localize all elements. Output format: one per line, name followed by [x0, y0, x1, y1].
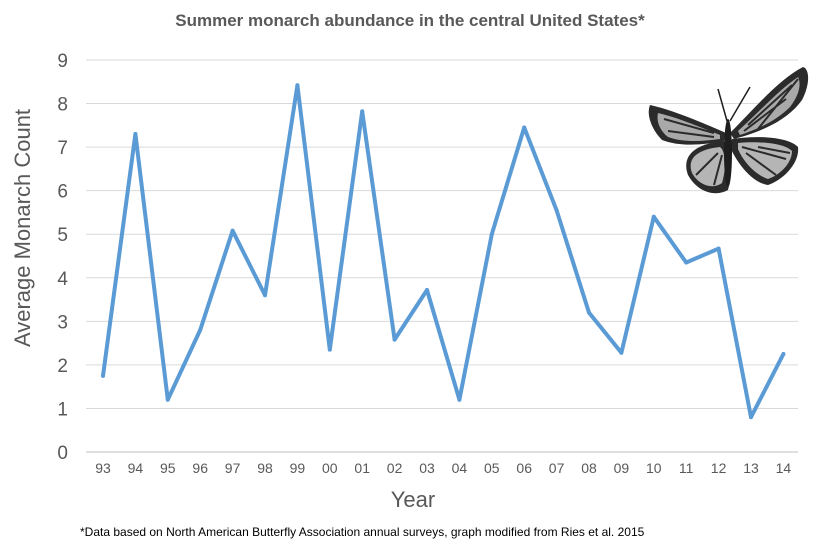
x-tick-label: 12	[711, 460, 727, 476]
y-axis-label: Average Monarch Count	[10, 109, 35, 347]
x-tick-label: 98	[257, 460, 273, 476]
data-point	[554, 208, 559, 213]
x-axis-label: Year	[391, 487, 435, 512]
data-point	[327, 347, 332, 352]
data-point	[489, 232, 494, 237]
x-tick-label: 97	[225, 460, 241, 476]
y-tick-label: 9	[57, 51, 68, 72]
data-point	[263, 293, 267, 298]
x-tick-label: 09	[614, 460, 630, 476]
data-point	[425, 287, 429, 292]
x-tick-label: 03	[419, 460, 435, 476]
y-tick-label: 8	[57, 95, 68, 116]
y-tick-label: 3	[57, 312, 68, 333]
data-point	[522, 125, 527, 130]
y-tick-labels: 0 1 2 3 4 5 6 7 8 9	[57, 51, 68, 464]
data-point	[101, 373, 105, 378]
data-point	[619, 350, 624, 355]
footnote: *Data based on North American Butterfly …	[80, 525, 645, 539]
data-point	[684, 260, 689, 265]
y-tick-label: 1	[57, 399, 68, 420]
x-tick-label: 05	[484, 460, 500, 476]
data-point	[716, 246, 721, 251]
x-tick-label: 08	[581, 460, 597, 476]
y-tick-label: 7	[57, 138, 68, 159]
x-tick-label: 93	[95, 460, 111, 476]
y-tick-label: 6	[57, 182, 68, 203]
data-point	[749, 415, 753, 420]
data-point	[295, 83, 300, 88]
y-tick-label: 5	[57, 225, 68, 246]
x-tick-labels: 93 94 95 96 97 98 99 00 01 02 03 04 05 06 07 08 09 10 11 12…	[95, 460, 791, 476]
x-tick-label: 02	[387, 460, 403, 476]
data-point	[781, 352, 786, 356]
monarch-butterfly-icon	[648, 67, 809, 194]
x-tick-label: 06	[516, 460, 532, 476]
chart-title: Summer monarch abundance in the central …	[175, 11, 645, 30]
y-tick-label: 2	[57, 356, 68, 377]
data-point	[651, 214, 656, 219]
x-tick-label: 95	[160, 460, 176, 476]
data-point	[230, 228, 235, 233]
x-tick-label: 94	[128, 460, 144, 476]
x-tick-label: 04	[452, 460, 468, 476]
y-tick-label: 0	[57, 443, 68, 464]
x-tick-label: 99	[290, 460, 306, 476]
x-tick-label: 00	[322, 460, 338, 476]
data-point	[457, 397, 462, 402]
data-point	[392, 337, 397, 342]
x-tick-label: 10	[646, 460, 662, 476]
x-tick-label: 01	[354, 460, 370, 476]
x-tick-label: 07	[549, 460, 565, 476]
series-line	[101, 83, 786, 420]
x-tick-label: 11	[679, 460, 694, 476]
x-tick-label: 13	[743, 460, 759, 476]
data-point	[587, 310, 591, 315]
data-point	[165, 397, 170, 402]
y-tick-label: 4	[57, 269, 68, 290]
data-point	[360, 109, 365, 114]
data-point	[133, 132, 138, 137]
x-tick-label: 14	[776, 460, 792, 476]
x-tick-label: 96	[192, 460, 208, 476]
data-point	[198, 328, 203, 333]
